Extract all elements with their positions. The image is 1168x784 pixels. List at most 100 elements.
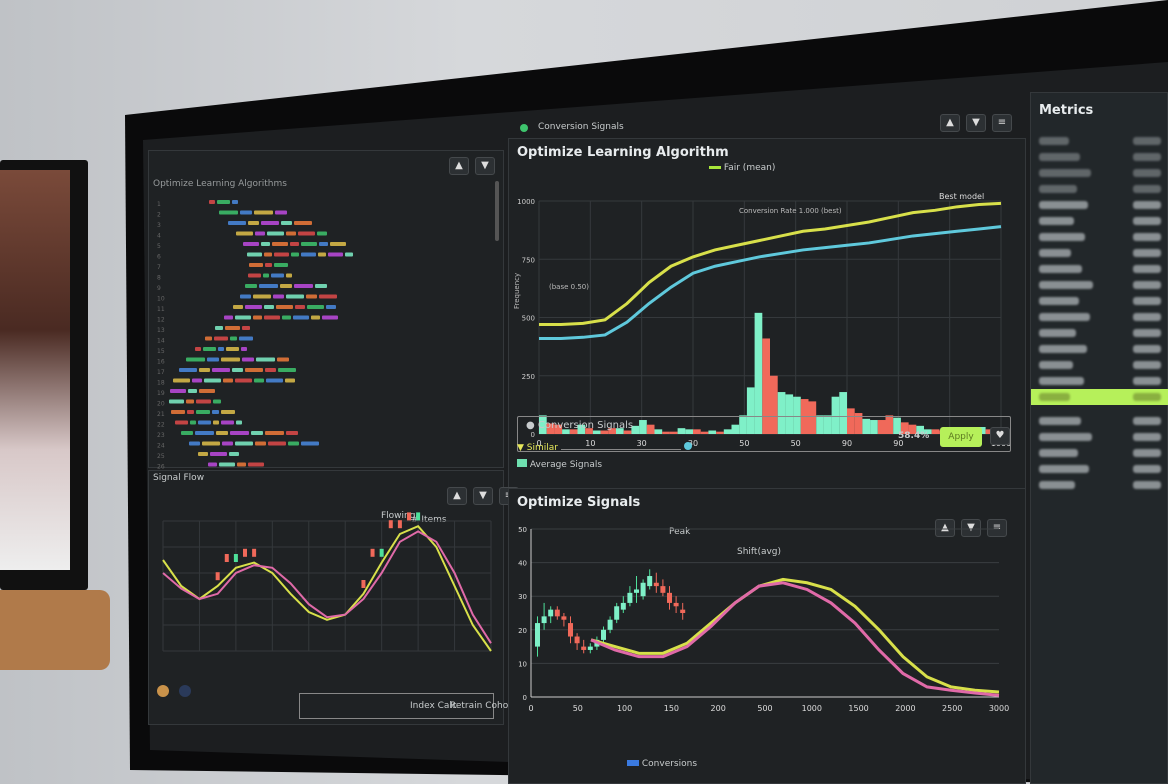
line-number: 17 [157, 369, 165, 376]
sidebar-row[interactable] [1031, 165, 1168, 181]
sidebar-row[interactable] [1031, 341, 1168, 357]
menu-icon[interactable]: ≡ [992, 114, 1012, 132]
row-label [1039, 281, 1093, 289]
candle-body [627, 592, 633, 603]
histogram-bar [685, 429, 693, 434]
code-token [233, 305, 243, 309]
histogram-bar [677, 428, 686, 434]
histogram-bar [754, 312, 763, 434]
app-icon[interactable] [157, 685, 169, 697]
code-token [195, 431, 214, 435]
sidebar-row[interactable] [1031, 325, 1168, 341]
code-token [224, 315, 233, 320]
row-value [1133, 137, 1161, 145]
y-tick-label: 250 [522, 373, 535, 381]
row-label [1039, 313, 1090, 321]
x-tick-label: 2000 [895, 704, 915, 713]
code-token [267, 231, 284, 236]
annotation-top: Conversion Rate 1.000 (best) [739, 207, 842, 215]
y-tick-label: 50 [518, 526, 527, 534]
app-icon[interactable] [179, 685, 191, 697]
sidebar-row[interactable] [1031, 133, 1168, 149]
code-token [230, 336, 237, 341]
code-token [213, 399, 221, 404]
histogram-bar [716, 431, 724, 434]
favorite-icon[interactable]: ♥ [990, 427, 1010, 445]
row-value [1133, 169, 1161, 177]
menu-icon[interactable]: ≡ [987, 519, 1007, 537]
sidebar-row[interactable] [1031, 245, 1168, 261]
candle-body [548, 609, 554, 617]
code-token [301, 252, 316, 257]
code-token [216, 431, 228, 435]
histogram-bar [985, 429, 994, 434]
y-tick-label: 500 [522, 315, 535, 323]
sidebar-row[interactable] [1031, 413, 1168, 429]
code-token [261, 242, 270, 246]
signal-flow-panel: Signal Flow ▲ ▼ ≡ Flowing # Items Index … [148, 470, 520, 725]
histogram-bar [592, 430, 601, 434]
candle [233, 554, 238, 562]
scrollbar[interactable] [495, 181, 499, 241]
like-icon[interactable]: ▲ [940, 114, 960, 132]
filter-icon[interactable]: ▼ [475, 157, 495, 175]
code-token [251, 431, 263, 435]
sidebar-row[interactable] [1031, 213, 1168, 229]
y-tick-label: 750 [522, 256, 535, 264]
histogram-bar [847, 408, 855, 434]
line-number: 18 [157, 380, 165, 387]
y-tick-label: 0 [531, 431, 535, 439]
sidebar-row[interactable] [1031, 293, 1168, 309]
code-token [256, 357, 275, 362]
sidebar-row[interactable] [1031, 373, 1168, 389]
code-token [285, 378, 295, 383]
sidebar-row[interactable] [1031, 181, 1168, 197]
candle [416, 512, 421, 521]
filter-icon[interactable]: ▼ [473, 487, 493, 505]
code-token [271, 273, 284, 278]
code-token [265, 263, 272, 267]
row-value [1133, 393, 1161, 401]
histogram-bar [785, 394, 794, 434]
sidebar-row[interactable] [1031, 357, 1168, 373]
code-token [264, 315, 280, 320]
filter-icon[interactable]: ▼ [966, 114, 986, 132]
signal-bar-label: ● Conversion Signals [526, 420, 634, 431]
code-token [240, 294, 251, 299]
code-token [190, 420, 196, 425]
sidebar-row[interactable] [1031, 149, 1168, 165]
filter-icon[interactable]: ▼ [961, 519, 981, 537]
sidebar-row[interactable] [1031, 309, 1168, 325]
x-tick-label: 30 [637, 439, 647, 448]
line-number: 1 [157, 201, 161, 208]
like-icon[interactable]: ▲ [935, 519, 955, 537]
retrain-button[interactable]: Retrain Cohorts [450, 701, 521, 711]
like-icon[interactable]: ▲ [449, 157, 469, 175]
code-token [315, 284, 327, 288]
histogram-bar [793, 396, 801, 434]
code-token [319, 242, 328, 246]
histogram-bar [762, 338, 770, 434]
apply-button[interactable]: Apply [940, 427, 982, 447]
histogram-bar [854, 413, 863, 434]
code-token [290, 242, 299, 246]
sidebar-row[interactable] [1031, 445, 1168, 461]
code-token [169, 399, 184, 404]
sidebar-row[interactable] [1031, 261, 1168, 277]
sidebar-row-selected[interactable] [1031, 389, 1168, 405]
sidebar-row[interactable] [1031, 197, 1168, 213]
tab-title[interactable]: Conversion Signals [538, 122, 624, 132]
main-chart-title: Optimize Learning Algorithm [517, 145, 729, 160]
code-token [291, 252, 299, 257]
sidebar-row[interactable] [1031, 429, 1168, 445]
annotation-left: (base 0.50) [549, 283, 589, 291]
histogram-bar [885, 415, 894, 434]
histogram-bar [831, 396, 840, 434]
sidebar-row[interactable] [1031, 277, 1168, 293]
code-token [264, 252, 272, 257]
code-editor[interactable]: 1234567891011121314151617181920212223242… [149, 151, 505, 469]
sidebar-row[interactable] [1031, 229, 1168, 245]
sidebar-row[interactable] [1031, 477, 1168, 493]
like-icon[interactable]: ▲ [447, 487, 467, 505]
sidebar-row[interactable] [1031, 461, 1168, 477]
